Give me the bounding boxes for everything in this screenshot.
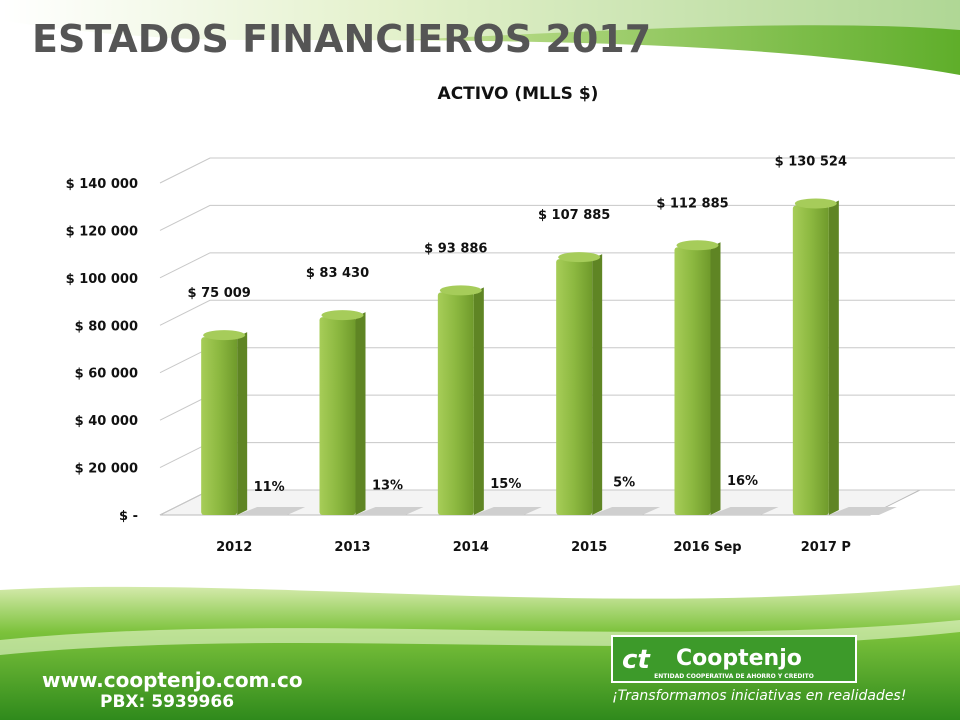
bar — [556, 259, 593, 515]
bar-top — [321, 310, 364, 321]
x-tick-label: 2016 Sep — [673, 540, 741, 555]
bar-shadow — [710, 507, 779, 515]
y-tick-label: $ 40 000 — [75, 414, 138, 429]
bar — [201, 337, 238, 515]
bar-shadow — [473, 507, 542, 515]
bar — [437, 292, 474, 515]
bar-top — [676, 240, 719, 251]
bar — [319, 317, 356, 515]
growth-label: 16% — [727, 474, 758, 489]
y-tick-label: $ - — [119, 509, 138, 524]
bar-shadow — [828, 507, 897, 515]
chart-title: ACTIVO (MLLS $) — [438, 84, 599, 104]
bar-top — [203, 330, 246, 341]
value-label: $ 112 885 — [656, 196, 728, 211]
bar-shadow — [237, 507, 306, 515]
growth-label: 11% — [254, 480, 285, 495]
y-tick-label: $ 100 000 — [66, 272, 138, 287]
growth-label: 5% — [613, 476, 635, 491]
y-tick-label: $ 140 000 — [66, 177, 138, 192]
logo-name: Cooptenjo — [676, 646, 802, 671]
bar-top — [794, 198, 837, 209]
bar-top — [558, 252, 601, 263]
slide-title: ESTADOS FINANCIEROS 2017 — [32, 17, 651, 61]
y-tick-label: $ 60 000 — [75, 367, 138, 382]
bar-side — [355, 312, 366, 515]
logo-tagline: ENTIDAD COOPERATIVA DE AHORRO Y CREDITO — [654, 673, 814, 680]
x-tick-label: 2013 — [334, 540, 370, 555]
value-label: $ 75 009 — [188, 286, 251, 301]
value-label: $ 130 524 — [775, 154, 847, 169]
top-swoosh-light — [0, 0, 960, 48]
bar-side — [710, 242, 721, 516]
x-tick-label: 2015 — [571, 540, 607, 555]
bar-side — [237, 332, 248, 515]
website: www.cooptenjo.com.co — [42, 668, 303, 692]
bottom-wave — [0, 585, 960, 720]
logo-slogan: ¡Transformamos iniciativas en realidades… — [612, 688, 906, 704]
bar-shadow — [355, 507, 424, 515]
growth-label: 13% — [372, 479, 403, 494]
bar-shadow — [592, 507, 661, 515]
bar — [674, 247, 711, 516]
plot: $ - $ 20 000 $ 40 000 $ 60 000 $ 80 000 $ 100… — [66, 154, 955, 555]
grid-line — [159, 157, 955, 184]
bar-side — [828, 200, 839, 515]
phone: PBX: 5939966 — [100, 692, 234, 712]
value-label: $ 83 430 — [306, 266, 369, 281]
bar-side — [592, 254, 603, 515]
y-tick-label: $ 20 000 — [75, 462, 138, 477]
bottom-wave-light — [0, 620, 960, 655]
logo-box — [611, 635, 857, 683]
x-tick-label: 2012 — [216, 540, 252, 555]
growth-label: 15% — [490, 477, 521, 492]
x-tick-label: 2014 — [453, 540, 489, 555]
x-tick-label: 2017 P — [801, 540, 851, 555]
bar-side — [473, 287, 484, 515]
grid-line — [159, 204, 955, 231]
bar — [792, 205, 829, 515]
bar-top — [439, 285, 482, 296]
y-tick-label: $ 80 000 — [75, 319, 138, 334]
logo-mark: ct — [622, 645, 651, 675]
value-label: $ 93 886 — [424, 241, 487, 256]
value-label: $ 107 885 — [538, 208, 610, 223]
y-tick-label: $ 120 000 — [66, 224, 138, 239]
